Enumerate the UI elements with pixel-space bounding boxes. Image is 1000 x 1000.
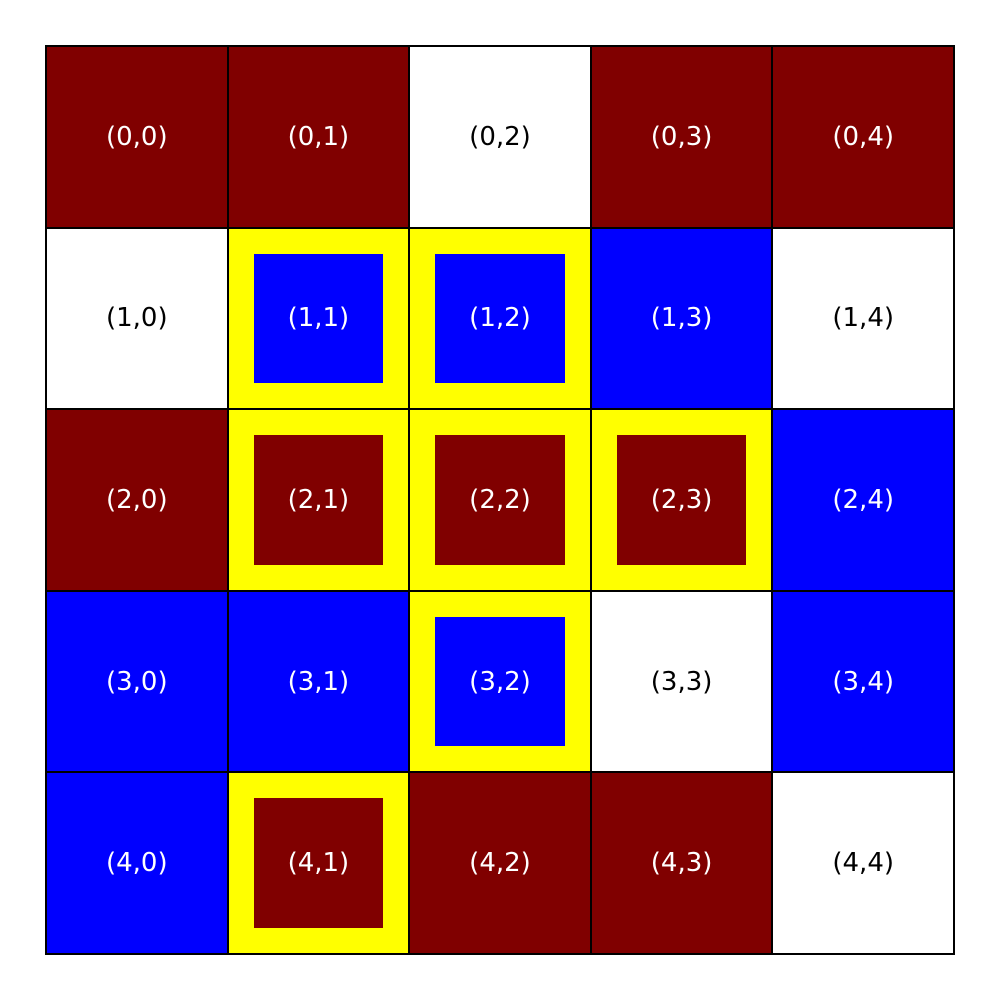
cell-label: (1,3) <box>650 303 713 334</box>
grid-cell-3-2[interactable]: (3,2) <box>409 590 591 773</box>
cell-highlight-inner <box>253 253 384 384</box>
grid-cell-1-1[interactable]: (1,1) <box>227 227 410 410</box>
cell-highlight-inner <box>253 798 384 928</box>
cell-label: (3,1) <box>287 666 350 697</box>
cell-label: (1,4) <box>832 303 895 334</box>
grid-cell-2-1[interactable]: (2,1) <box>227 409 410 591</box>
grid-cell-4-4[interactable]: (4,4) <box>772 772 954 954</box>
cell-label: (0,4) <box>832 121 895 152</box>
grid-cell-2-4[interactable]: (2,4) <box>772 409 954 591</box>
cell-label: (2,3) <box>650 484 713 515</box>
grid-cell-4-0[interactable]: (4,0) <box>46 772 228 954</box>
cell-label: (0,3) <box>650 121 713 152</box>
cell-label: (1,0) <box>105 303 168 334</box>
cell-label: (2,1) <box>287 484 350 515</box>
cell-label: (2,2) <box>469 484 531 515</box>
grid-cell-3-3[interactable]: (3,3) <box>590 590 773 773</box>
grid-cell-0-2[interactable]: (0,2) <box>409 46 591 228</box>
cell-label: (3,2) <box>469 666 531 697</box>
grid-cell-4-3[interactable]: (4,3) <box>590 772 773 954</box>
grid-cell-0-4[interactable]: (0,4) <box>772 46 954 228</box>
grid-cell-0-0[interactable]: (0,0) <box>46 46 228 228</box>
cell-highlight-inner <box>253 435 384 565</box>
cell-highlight-inner <box>435 616 565 747</box>
cell-label: (1,2) <box>469 303 531 334</box>
cell-label: (4,3) <box>650 848 713 879</box>
grid-cell-1-4[interactable]: (1,4) <box>772 227 954 410</box>
grid-cell-1-2[interactable]: (1,2) <box>409 227 591 410</box>
cell-label: (3,0) <box>105 666 168 697</box>
grid-cell-4-2[interactable]: (4,2) <box>409 772 591 954</box>
cell-label: (4,2) <box>469 848 531 879</box>
game-board: (0,0) (0,1) (0,2) (0,3) (0,4) (1,0) (1,1) (1,2)… <box>45 45 955 955</box>
grid-cell-0-1[interactable]: (0,1) <box>227 46 410 228</box>
grid-cell-3-1[interactable]: (3,1) <box>227 590 410 773</box>
grid-cell-2-3[interactable]: (2,3) <box>590 409 773 591</box>
cell-label: (4,1) <box>287 848 350 879</box>
cell-highlight-inner <box>616 435 747 565</box>
cell-label: (0,0) <box>105 121 168 152</box>
grid-cell-3-0[interactable]: (3,0) <box>46 590 228 773</box>
cell-label: (4,0) <box>105 848 168 879</box>
grid-cell-0-3[interactable]: (0,3) <box>590 46 773 228</box>
grid-cell-2-2[interactable]: (2,2) <box>409 409 591 591</box>
cell-label: (0,2) <box>469 121 531 152</box>
cell-label: (4,4) <box>832 848 895 879</box>
cell-highlight-inner <box>435 253 565 384</box>
cell-label: (2,4) <box>832 484 895 515</box>
cell-label: (0,1) <box>287 121 350 152</box>
cell-label: (2,0) <box>105 484 168 515</box>
grid-cell-1-3[interactable]: (1,3) <box>590 227 773 410</box>
cell-label: (3,3) <box>650 666 713 697</box>
grid-cell-1-0[interactable]: (1,0) <box>46 227 228 410</box>
grid-cell-4-1[interactable]: (4,1) <box>227 772 410 954</box>
grid-cell-2-0[interactable]: (2,0) <box>46 409 228 591</box>
cell-label: (1,1) <box>287 303 350 334</box>
grid-cell-3-4[interactable]: (3,4) <box>772 590 954 773</box>
cell-label: (3,4) <box>832 666 895 697</box>
cell-highlight-inner <box>435 435 565 565</box>
